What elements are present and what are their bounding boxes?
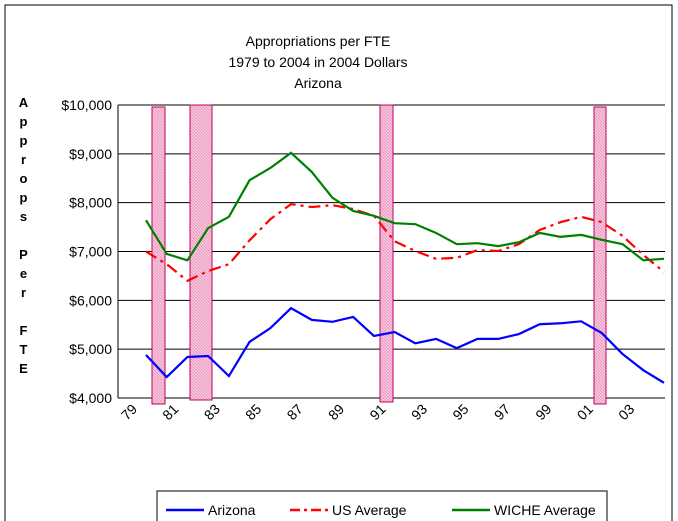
data-line (145, 151, 665, 262)
x-tick-label: 87 (284, 401, 306, 423)
x-tick-label: 03 (615, 401, 637, 423)
y-tick-label: $6,000 (69, 292, 112, 308)
chart-title: Appropriations per FTE (246, 33, 391, 49)
legend-label: WICHE Average (494, 502, 596, 518)
y-tick-label: $5,000 (69, 341, 112, 357)
legend-label: US Average (332, 502, 407, 518)
recession-bar (379, 104, 394, 403)
x-tick-label: 91 (366, 401, 388, 423)
y-tick-label: $9,000 (69, 146, 112, 162)
chart-subtitle: Arizona (294, 75, 342, 91)
x-tick-label: 97 (491, 401, 513, 423)
chart-frame (4, 4, 673, 521)
data-line (145, 306, 665, 384)
recession-bar (189, 104, 213, 401)
x-tick-label: 83 (201, 401, 223, 423)
recession-bars (151, 104, 607, 405)
y-axis-label: Approps Per FTE (16, 95, 31, 380)
y-tick-label: $4,000 (69, 390, 112, 406)
y-tick-label: $8,000 (69, 195, 112, 211)
data-line (145, 202, 665, 283)
chart-subtitle: 1979 to 2004 in 2004 Dollars (228, 54, 407, 70)
x-tick-label: 79 (118, 401, 140, 423)
legend-label: Arizona (208, 502, 256, 518)
x-tick-label: 01 (574, 401, 596, 423)
legend-box (156, 490, 608, 521)
y-tick-label: $7,000 (69, 244, 112, 260)
x-tick-label: 95 (449, 401, 471, 423)
x-tick-label: 89 (325, 401, 347, 423)
x-tick-label: 99 (532, 401, 554, 423)
y-tick-label: $10,000 (61, 97, 112, 113)
x-tick-label: 85 (242, 401, 264, 423)
recession-bar (593, 106, 607, 405)
x-tick-label: 93 (408, 401, 430, 423)
